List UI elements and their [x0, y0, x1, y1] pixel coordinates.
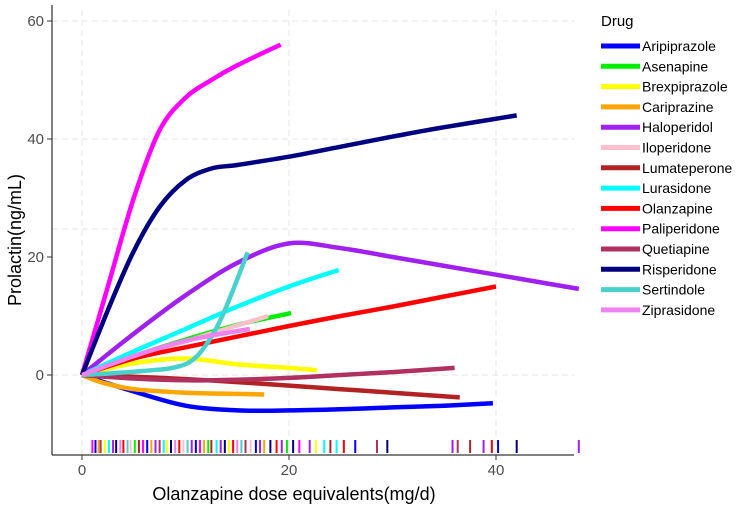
legend-label: Risperidone: [642, 261, 717, 277]
legend-item-paliperidone: Paliperidone: [601, 221, 720, 237]
legend-label: Iloperidone: [642, 140, 711, 156]
legend-item-cariprazine: Cariprazine: [601, 99, 714, 115]
legend-item-brexpiprazole: Brexpiprazole: [601, 79, 728, 95]
legend-item-haloperidol: Haloperidol: [601, 119, 713, 135]
legend-label: Cariprazine: [642, 99, 714, 115]
series-line-quetiapine: [81, 365, 455, 383]
y-tick-label: 40: [27, 131, 44, 148]
legend-item-aripiprazole: Aripiprazole: [601, 38, 716, 54]
y-axis-title: Prolactin(ng/mL): [5, 174, 25, 306]
legend-item-lumateperone: Lumateperone: [601, 160, 733, 176]
legend-label: Paliperidone: [642, 221, 720, 237]
legend-label: Sertindole: [642, 282, 705, 298]
legend-label: Ziprasidone: [642, 302, 715, 318]
series-line-paliperidone: [79, 42, 282, 376]
legend: Drug Aripiprazole Asenapine Brexpiprazole C…: [601, 13, 733, 318]
x-tick-label: 40: [488, 462, 505, 479]
legend-item-lurasidone: Lurasidone: [601, 180, 711, 196]
legend-item-sertindole: Sertindole: [601, 282, 705, 298]
legend-label: Lumateperone: [642, 160, 733, 176]
series-line-haloperidol: [80, 240, 580, 377]
y-tick-label: 20: [27, 249, 44, 266]
axes: [51, 5, 574, 456]
legend-label: Quetiapine: [642, 241, 710, 257]
y-tick-label: 60: [27, 13, 44, 30]
legend-label: Asenapine: [642, 58, 708, 74]
series-line-olanzapine: [81, 284, 497, 378]
legend-item-asenapine: Asenapine: [601, 58, 708, 74]
x-tick-label: 0: [78, 462, 86, 479]
legend-item-risperidone: Risperidone: [601, 261, 717, 277]
series-line-sertindole: [81, 251, 250, 378]
ticks: 0 20 40 0 20 40 60: [27, 13, 504, 479]
legend-item-ziprasidone: Ziprasidone: [601, 302, 715, 318]
series-line-brexpiprazole: [81, 356, 318, 378]
x-axis-title: Olanzapine dose equivalents(mg/d): [152, 484, 435, 504]
y-tick-label: 0: [36, 367, 44, 384]
legend-label: Olanzapine: [642, 200, 713, 216]
x-tick-label: 20: [281, 462, 298, 479]
series-lines: [79, 42, 580, 414]
legend-item-iloperidone: Iloperidone: [601, 140, 711, 156]
legend-label: Aripiprazole: [642, 38, 716, 54]
legend-title: Drug: [601, 13, 634, 30]
legend-item-olanzapine: Olanzapine: [601, 200, 713, 216]
legend-label: Haloperidol: [642, 119, 713, 135]
series-line-aripiprazole: [81, 372, 494, 414]
series-line-ziprasidone: [81, 326, 251, 378]
rug-marks: [91, 440, 580, 453]
series-line-cariprazine: [81, 372, 265, 397]
series-line-lurasidone: [81, 267, 340, 378]
series-line-risperidone: [79, 113, 518, 376]
legend-label: Lurasidone: [642, 180, 711, 196]
legend-label: Brexpiprazole: [642, 79, 728, 95]
legend-item-quetiapine: Quetiapine: [601, 241, 710, 257]
